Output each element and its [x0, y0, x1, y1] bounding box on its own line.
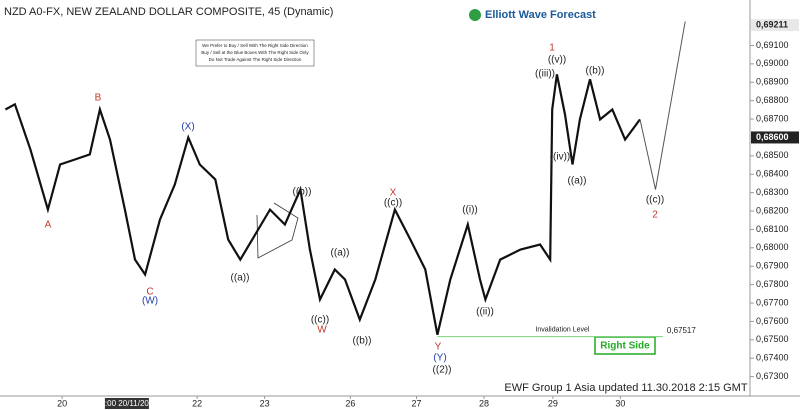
price-tag-label: 0,68600 — [756, 132, 789, 142]
x-tick-label: 26 — [345, 398, 355, 408]
note: Do Not Trade Against The Right Side Dire… — [209, 57, 302, 62]
y-tick-label: 0,68200 — [756, 205, 789, 215]
wave-label: (X) — [181, 122, 194, 133]
price-line — [4, 74, 641, 335]
wave-label: ((a)) — [231, 273, 250, 284]
y-tick-label: 0,69100 — [756, 40, 789, 50]
y-tick-label: 0,68900 — [756, 77, 789, 87]
wave-label: ((iv)) — [550, 152, 571, 163]
note: We Prefer to Buy / Sell With The Right S… — [202, 43, 308, 48]
wave-label: 1 — [549, 43, 555, 54]
price-tag — [751, 131, 799, 144]
wave-label: ((a)) — [568, 176, 587, 187]
wave-label: ((b)) — [293, 187, 312, 198]
wave-label: (W) — [142, 296, 158, 307]
wave-label: ((a)) — [331, 248, 350, 259]
footer: EWF Group 1 Asia updated 11.30.2018 2:15… — [504, 382, 747, 394]
wave-label: ((c)) — [384, 198, 402, 209]
wave-label: C — [146, 287, 153, 298]
wave-label: ((ii)) — [476, 307, 494, 318]
brand: Elliott Wave Forecast — [485, 9, 596, 21]
logo-icon — [469, 9, 481, 21]
y-tick-label: 0,67800 — [756, 279, 789, 289]
y-tick-label: 0,69000 — [756, 58, 789, 68]
y-tick-label: 0,67900 — [756, 261, 789, 271]
x-tick-label: 22 — [192, 398, 202, 408]
wave-label: ((c)) — [646, 195, 664, 206]
wave-label: X — [390, 188, 397, 199]
wave-label: ((c)) — [311, 315, 329, 326]
y-tick-label: 0,68100 — [756, 224, 789, 234]
invalidation-label: Invalidation Level — [535, 327, 590, 334]
wave-label: W — [317, 325, 327, 336]
wave-label: ((2)) — [433, 365, 452, 376]
wave-label: B — [95, 93, 102, 104]
wave-label: A — [45, 220, 52, 231]
wave-label: ((v)) — [548, 55, 566, 66]
chart-title: NZD A0-FX, NEW ZEALAND DOLLAR COMPOSITE,… — [4, 6, 333, 18]
wave-label: (Y) — [433, 353, 446, 364]
y-tick-label: 0,67300 — [756, 371, 789, 381]
button-label: Right Side — [600, 341, 650, 352]
x-tick-label: 27 — [412, 398, 422, 408]
y-tick-label: 0,68400 — [756, 169, 789, 179]
y-tick-label: 0,67500 — [756, 334, 789, 344]
y-tick-label: 0,67700 — [756, 297, 789, 307]
projection-line — [639, 21, 686, 190]
note-box — [195, 39, 315, 67]
x-tick-label: 29 — [548, 398, 558, 408]
x-tick-label: 28 — [479, 398, 489, 408]
price-tag — [751, 19, 799, 32]
wave-label: 2 — [652, 210, 658, 221]
x-tick-label: 30 — [615, 398, 625, 408]
y-tick-label: 0,67600 — [756, 316, 789, 326]
note: Buy / Sell at the Blue Boxes With The Ri… — [201, 50, 309, 55]
invalidation-value: 0,67517 — [667, 326, 696, 335]
wave-label: Y — [435, 342, 442, 353]
x-tick-label: 23 — [260, 398, 270, 408]
x-tick-label: 19:00 20/11/2018 — [96, 399, 158, 408]
price-tag-label: 0,69211 — [756, 19, 788, 29]
y-tick-label: 0,68500 — [756, 150, 789, 160]
wave-label: ((b)) — [353, 336, 372, 347]
y-tick-label: 0,68800 — [756, 95, 789, 105]
x-tick-label: 20 — [57, 398, 67, 408]
y-tick-label: 0,67400 — [756, 353, 789, 363]
wave-label: ((b)) — [586, 66, 605, 77]
wave-label: ((i)) — [462, 205, 478, 216]
wave-label: ((iii)) — [535, 69, 555, 80]
cursor-tag — [104, 398, 149, 409]
y-tick-label: 0,68700 — [756, 113, 789, 123]
y-tick-label: 0,68000 — [756, 242, 789, 252]
y-tick-label: 0,68300 — [756, 187, 789, 197]
